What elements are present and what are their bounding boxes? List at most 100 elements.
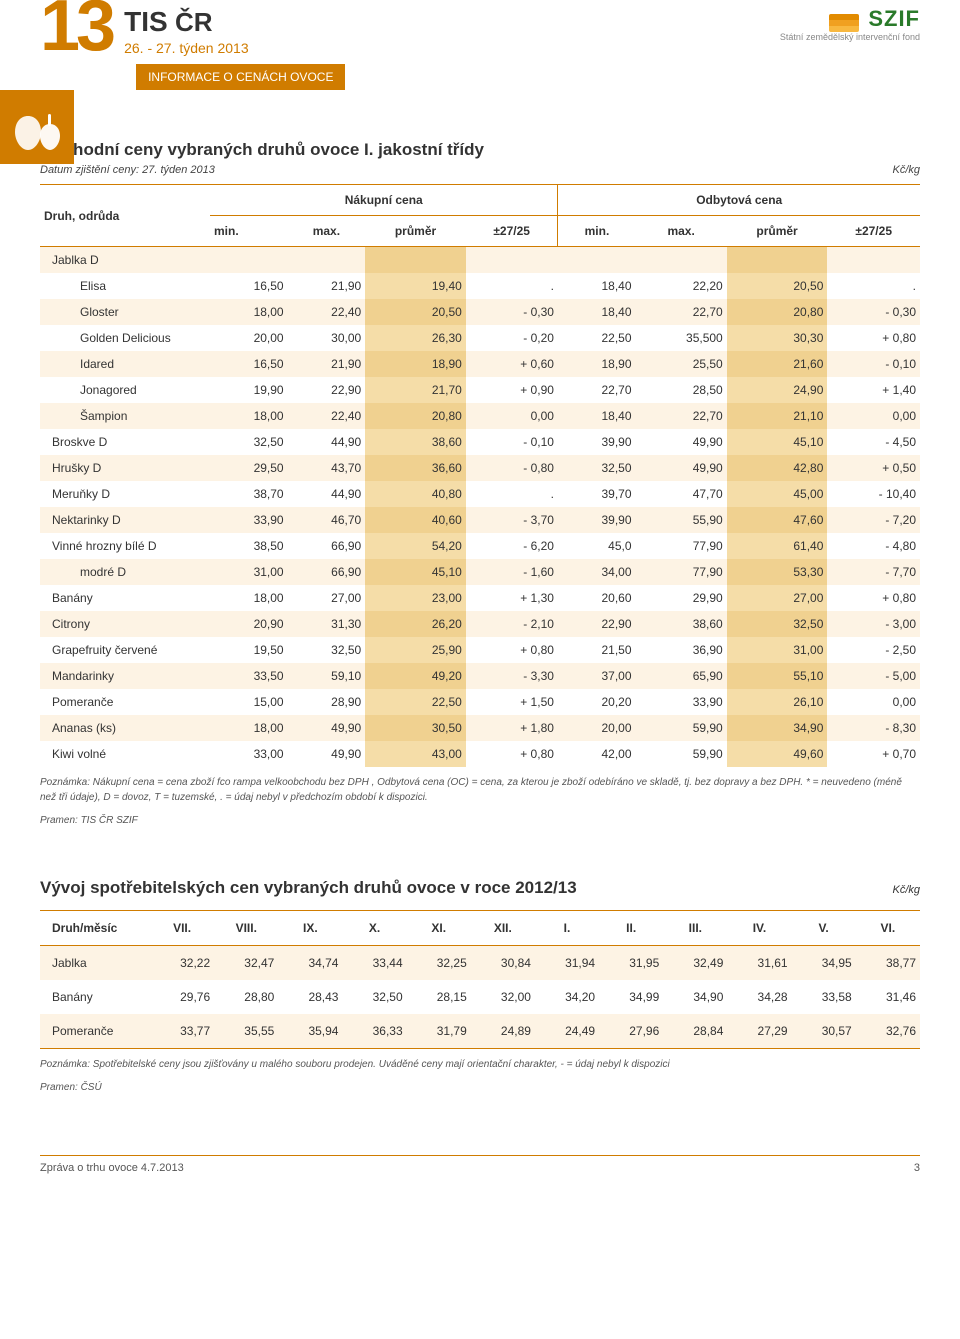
cell: + 0,80 — [466, 741, 558, 767]
cell: 32,25 — [407, 946, 471, 981]
cell — [210, 247, 288, 274]
cell: 42,80 — [727, 455, 828, 481]
month-col: VI. — [856, 911, 920, 946]
cell: 22,70 — [636, 403, 727, 429]
cell: 16,50 — [210, 351, 288, 377]
month-col: II. — [599, 911, 663, 946]
cell: 43,00 — [365, 741, 466, 767]
fruit-icon — [0, 90, 74, 164]
cell: 39,90 — [558, 429, 636, 455]
cell: 32,47 — [214, 946, 278, 981]
cell: 34,99 — [599, 980, 663, 1014]
cell: 28,90 — [288, 689, 366, 715]
cell: 32,50 — [288, 637, 366, 663]
month-col: III. — [663, 911, 727, 946]
cell: 20,60 — [558, 585, 636, 611]
cell: 18,90 — [365, 351, 466, 377]
szif-bars-icon — [829, 14, 859, 32]
cell: 49,20 — [365, 663, 466, 689]
issue-number: 13 — [40, 0, 112, 59]
cell: 46,70 — [288, 507, 366, 533]
cell: 37,00 — [558, 663, 636, 689]
week-range: 26. - 27. týden 2013 — [124, 40, 345, 56]
title-tis: TIS — [124, 6, 168, 37]
row-label: Vinné hrozny bílé D — [40, 533, 210, 559]
cell: 29,76 — [150, 980, 214, 1014]
cell: 47,60 — [727, 507, 828, 533]
table-row: modré D31,0066,9045,10- 1,6034,0077,9053… — [40, 559, 920, 585]
cell: 28,50 — [636, 377, 727, 403]
cell: 66,90 — [288, 533, 366, 559]
cell: + 0,80 — [466, 637, 558, 663]
cell: 34,74 — [278, 946, 342, 981]
cell: 28,15 — [407, 980, 471, 1014]
cell: - 2,50 — [827, 637, 920, 663]
cell: 29,50 — [210, 455, 288, 481]
table-row: Pomeranče15,0028,9022,50+ 1,5020,2033,90… — [40, 689, 920, 715]
cell: - 8,30 — [827, 715, 920, 741]
cell: 19,40 — [365, 273, 466, 299]
table-row: Banány29,7628,8028,4332,5028,1532,0034,2… — [40, 980, 920, 1014]
cell: 31,00 — [210, 559, 288, 585]
cell: + 0,90 — [466, 377, 558, 403]
cell: 20,00 — [210, 325, 288, 351]
cell: 36,33 — [342, 1014, 406, 1049]
cell: - 1,60 — [466, 559, 558, 585]
cell: 33,44 — [342, 946, 406, 981]
cell: 36,90 — [636, 637, 727, 663]
cell: 23,00 — [365, 585, 466, 611]
month-col: IX. — [278, 911, 342, 946]
main-price-table: Druh, odrůda Nákupní cena Odbytová cena … — [40, 184, 920, 767]
row-label: Grapefruity červené — [40, 637, 210, 663]
month-col: VII. — [150, 911, 214, 946]
page-header: 13 TIS ČR 26. - 27. týden 2013 INFORMACE… — [40, 0, 920, 110]
cell: 49,90 — [288, 741, 366, 767]
row-label: Gloster — [40, 299, 210, 325]
cell: 18,00 — [210, 715, 288, 741]
table-row: Gloster18,0022,4020,50- 0,3018,4022,7020… — [40, 299, 920, 325]
table-row: Jablka32,2232,4734,7433,4432,2530,8431,9… — [40, 946, 920, 981]
sub-max2: max. — [636, 216, 727, 247]
cell: 44,90 — [288, 481, 366, 507]
cell: 30,84 — [471, 946, 535, 981]
cell: 45,10 — [727, 429, 828, 455]
cell: 21,90 — [288, 351, 366, 377]
cell: - 0,30 — [827, 299, 920, 325]
cell: 35,500 — [636, 325, 727, 351]
cell: - 3,70 — [466, 507, 558, 533]
cell: 38,77 — [856, 946, 920, 981]
cell: 77,90 — [636, 533, 727, 559]
cell: 21,70 — [365, 377, 466, 403]
cell: 22,70 — [636, 299, 727, 325]
cell: 45,10 — [365, 559, 466, 585]
cell: 34,28 — [727, 980, 791, 1014]
cell: . — [827, 273, 920, 299]
cell: 19,90 — [210, 377, 288, 403]
cell: 77,90 — [636, 559, 727, 585]
sub-max: max. — [288, 216, 366, 247]
cell: 59,10 — [288, 663, 366, 689]
row-label: Jonagored — [40, 377, 210, 403]
sub-min2: min. — [558, 216, 636, 247]
cell: 65,90 — [636, 663, 727, 689]
sub-avg: průměr — [365, 216, 466, 247]
row-label: Mandarinky — [40, 663, 210, 689]
cell: 33,90 — [636, 689, 727, 715]
month-col: XII. — [471, 911, 535, 946]
cell: 27,00 — [727, 585, 828, 611]
cell: 30,50 — [365, 715, 466, 741]
title-block: TIS ČR 26. - 27. týden 2013 INFORMACE O … — [124, 6, 345, 90]
cell: 24,90 — [727, 377, 828, 403]
cell: 40,80 — [365, 481, 466, 507]
cell: - 3,30 — [466, 663, 558, 689]
cell: 26,20 — [365, 611, 466, 637]
cell: 31,95 — [599, 946, 663, 981]
section1-note: Poznámka: Nákupní cena = cena zboží fco … — [40, 775, 920, 805]
sub-diff: ±27/25 — [466, 216, 558, 247]
row-label: Citrony — [40, 611, 210, 637]
cell: - 2,10 — [466, 611, 558, 637]
cell: + 1,40 — [827, 377, 920, 403]
cell: 0,00 — [827, 689, 920, 715]
cell: 30,30 — [727, 325, 828, 351]
cell: 18,00 — [210, 585, 288, 611]
